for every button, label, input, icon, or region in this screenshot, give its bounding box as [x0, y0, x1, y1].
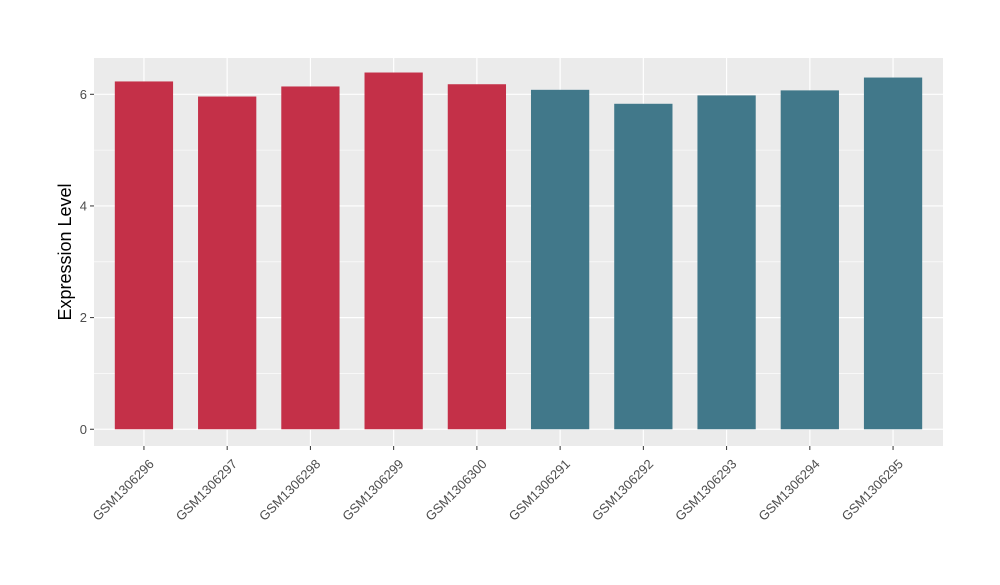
y-tick-label: 0	[80, 422, 87, 437]
x-tick-label: GSM1306298	[256, 456, 323, 523]
bar-GSM1306292	[614, 103, 673, 430]
bar-GSM1306295	[863, 77, 923, 430]
bar-GSM1306293	[697, 95, 756, 430]
bar-GSM1306294	[780, 90, 839, 430]
x-tick-label: GSM1306297	[173, 456, 240, 523]
x-tick-label: GSM1306296	[90, 456, 157, 523]
x-tick-label: GSM1306293	[672, 456, 739, 523]
y-tick-label: 4	[80, 198, 87, 213]
bar-GSM1306298	[281, 86, 340, 430]
bar-GSM1306297	[198, 96, 257, 430]
y-tick-label: 2	[80, 310, 87, 325]
y-axis: 0 2 4 6	[80, 87, 94, 437]
bar-GSM1306296	[114, 81, 174, 430]
x-tick-label: GSM1306292	[589, 456, 656, 523]
x-tick-label: GSM1306291	[506, 456, 573, 523]
y-axis-label: Expression Level	[55, 183, 75, 320]
x-tick-label: GSM1306295	[839, 456, 906, 523]
bar-GSM1306299	[364, 72, 423, 430]
x-axis: GSM1306296 GSM1306297 GSM1306298 GSM1306299…	[90, 446, 906, 524]
bar-GSM1306291	[530, 89, 590, 430]
bars-group	[114, 72, 923, 430]
bar-GSM1306300	[447, 84, 507, 430]
x-tick-label: GSM1306294	[755, 456, 822, 523]
y-tick-label: 6	[80, 87, 87, 102]
x-tick-label: GSM1306300	[422, 456, 489, 523]
x-tick-label: GSM1306299	[339, 456, 406, 523]
